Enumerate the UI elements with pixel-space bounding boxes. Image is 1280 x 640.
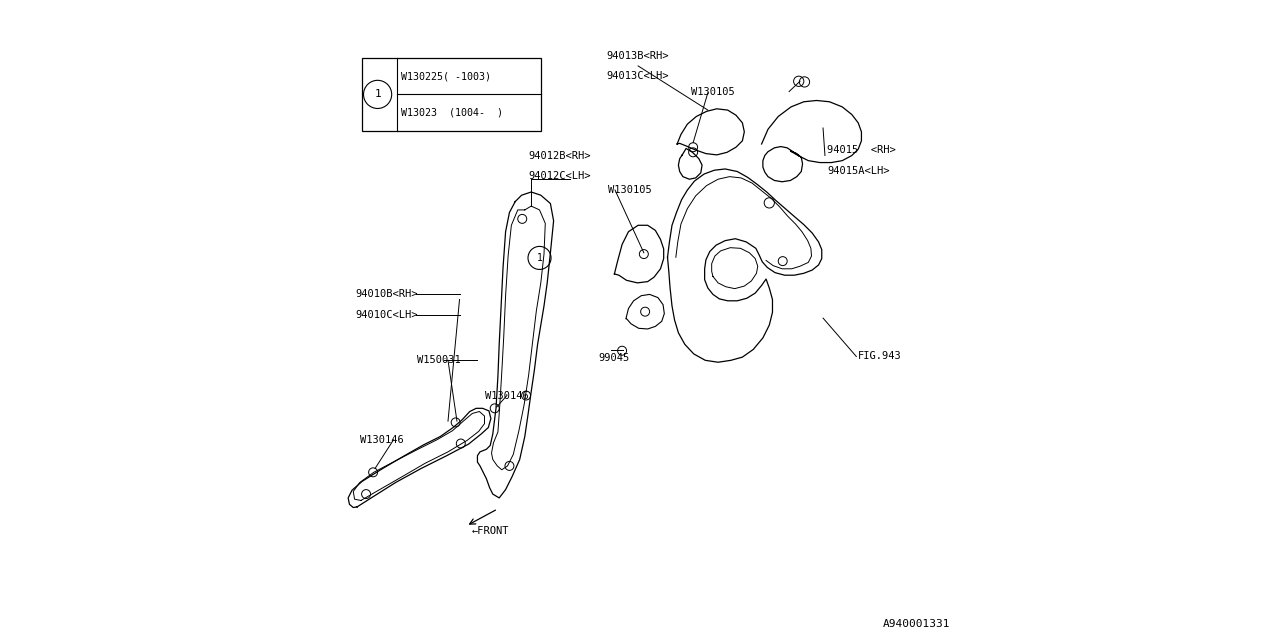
Text: W13023  (1004-  ): W13023 (1004- ) [402,107,503,117]
Text: 94012B<RH>: 94012B<RH> [529,150,590,161]
Text: 94015  <RH>: 94015 <RH> [827,145,896,156]
Text: W130105: W130105 [691,86,735,97]
Text: ←FRONT: ←FRONT [472,526,509,536]
Text: A940001331: A940001331 [883,619,950,629]
Text: W150031: W150031 [417,355,461,365]
Text: 94015A<LH>: 94015A<LH> [827,166,890,176]
Text: 94012C<LH>: 94012C<LH> [529,171,590,181]
Text: W130105: W130105 [608,185,652,195]
Text: 94013B<RH>: 94013B<RH> [607,51,669,61]
Text: FIG.943: FIG.943 [858,351,901,362]
Text: W130225( -1003): W130225( -1003) [402,72,492,82]
Text: 1: 1 [374,90,381,99]
Text: W130146: W130146 [485,390,529,401]
Text: W130146: W130146 [361,435,404,445]
Text: 94010C<LH>: 94010C<LH> [356,310,417,320]
Text: 94010B<RH>: 94010B<RH> [356,289,417,300]
Text: 94013C<LH>: 94013C<LH> [607,70,669,81]
Text: 1: 1 [536,253,543,263]
Text: 99045: 99045 [599,353,630,364]
Bar [362,58,541,131]
